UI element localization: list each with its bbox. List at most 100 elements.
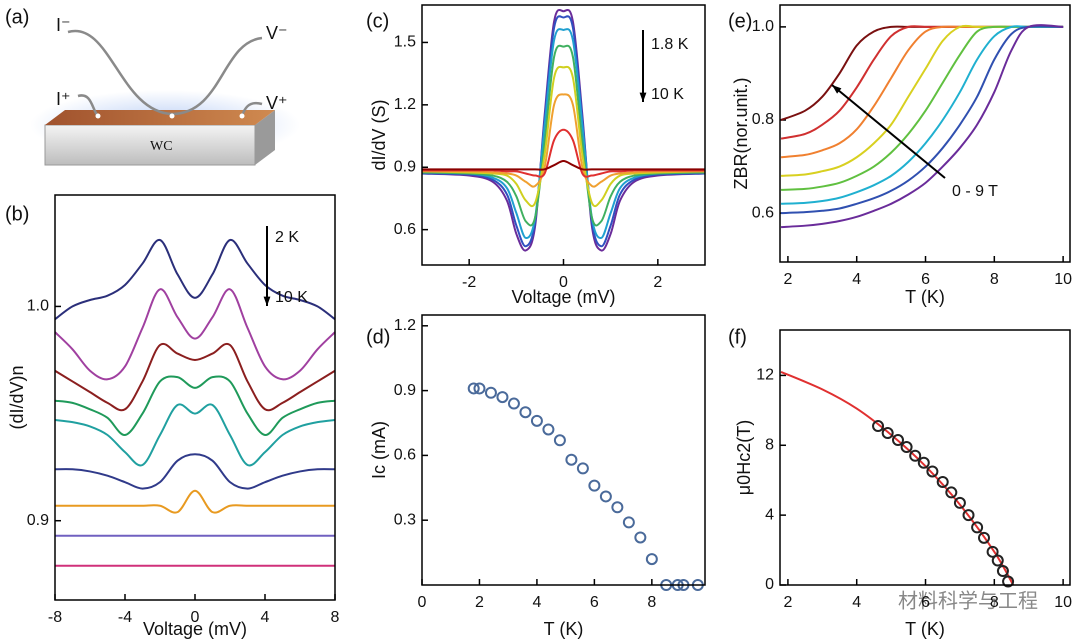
data-line	[54, 375, 336, 436]
x-tick-label: 4	[532, 594, 541, 611]
data-point	[467, 382, 480, 395]
annotation: 10 K	[651, 86, 684, 103]
data-line	[54, 403, 336, 467]
data-line	[421, 15, 706, 248]
y-tick-label: 0.8	[752, 111, 774, 128]
arrow-head	[639, 92, 647, 102]
data-point	[917, 456, 930, 469]
y-tick-label: 1.0	[27, 298, 49, 315]
terminal-label: I⁻	[56, 15, 71, 35]
x-tick-label: 2	[783, 271, 792, 288]
x-tick-label: 8	[331, 609, 340, 626]
data-line	[421, 65, 706, 208]
data-line	[780, 370, 1015, 586]
data-point	[473, 382, 486, 395]
y-tick-label: 1.2	[394, 96, 416, 113]
x-axis-label: T (K)	[905, 619, 945, 639]
arrow	[831, 84, 946, 179]
data-line	[780, 25, 1064, 205]
plot-frame	[779, 329, 1071, 586]
y-axis-label: dI/dV (S)	[369, 99, 389, 170]
contact	[169, 113, 175, 119]
x-tick-label: 2	[475, 594, 484, 611]
x-tick-label: -8	[48, 609, 62, 626]
y-tick-label: 0	[765, 576, 774, 593]
data-line	[55, 489, 335, 514]
y-axis-label: (dI/dV)n	[7, 365, 27, 429]
data-point	[962, 509, 975, 522]
data-point	[645, 553, 658, 566]
x-tick-label: 4	[852, 271, 861, 288]
terminal-label: I⁺	[56, 89, 71, 109]
y-tick-label: 12	[756, 367, 774, 384]
data-point	[971, 521, 984, 534]
data-point	[622, 516, 635, 529]
data-point	[542, 423, 555, 436]
panel-label: (b)	[5, 203, 29, 225]
data-point	[496, 391, 509, 404]
data-point	[881, 427, 894, 440]
data-line	[421, 44, 706, 227]
device-diagram: (a) I⁻ V⁻ I⁺ V⁺ WC	[5, 6, 300, 166]
y-tick-label: 1.0	[752, 18, 774, 35]
y-tick-label: 0.9	[394, 382, 416, 399]
data-point	[926, 465, 939, 478]
plot-frame	[421, 314, 706, 586]
data-line	[780, 24, 1064, 177]
data-line	[780, 25, 1064, 140]
y-tick-label: 1.5	[394, 34, 416, 51]
arrow-head	[263, 296, 271, 306]
sample-side	[255, 110, 275, 165]
panel: (f) 2 4 6 8 10 0 4 8 12 T (K) μ0Hc2(T)	[728, 326, 1072, 638]
panel: (b) -8 -4 0 4 8 0.9 1.0 Voltage (mV) (dI/dV)n 2 K 1…	[5, 194, 340, 639]
data-line	[421, 93, 706, 188]
sample-label: WC	[150, 139, 173, 154]
x-tick-label: 6	[921, 271, 930, 288]
x-tick-label: 6	[921, 594, 930, 611]
sample-top	[45, 110, 275, 125]
data-point	[891, 434, 904, 447]
panel-label: (a)	[5, 6, 29, 28]
x-axis-label: T (K)	[544, 619, 584, 639]
data-point	[996, 565, 1009, 578]
data-point	[953, 496, 966, 509]
annotation: 1.8 K	[651, 36, 689, 53]
x-tick-label: 8	[990, 594, 999, 611]
data-point	[936, 475, 949, 488]
x-tick-label: 8	[647, 594, 656, 611]
x-tick-label: 4	[261, 609, 270, 626]
data-line	[780, 25, 1064, 215]
data-line	[54, 288, 336, 381]
data-point	[530, 414, 543, 427]
data-point	[553, 434, 566, 447]
x-tick-label: 0	[191, 609, 200, 626]
x-tick-label: 0	[418, 594, 427, 611]
data-point	[576, 462, 589, 475]
data-point	[872, 420, 885, 433]
y-axis-label: μ0Hc2(T)	[734, 420, 754, 495]
panel-label: (d)	[366, 326, 390, 348]
x-tick-label: 4	[852, 594, 861, 611]
contact	[95, 113, 101, 119]
terminal-label: V⁻	[266, 23, 288, 43]
data-line	[54, 453, 336, 490]
plot-frame	[421, 4, 706, 266]
x-tick-label: -4	[118, 609, 132, 626]
x-tick-label: 0	[559, 274, 568, 291]
watermark: 材料科学与工程	[898, 589, 1038, 612]
contact	[239, 113, 245, 119]
x-axis-label: Voltage (mV)	[511, 287, 615, 307]
y-axis-label: Ic (mA)	[369, 421, 389, 479]
x-tick-label: 8	[990, 271, 999, 288]
data-line	[421, 28, 706, 240]
data-point	[588, 479, 601, 492]
data-point	[599, 490, 612, 503]
panel-label: (e)	[728, 10, 752, 32]
data-line	[422, 128, 705, 178]
x-axis-label: Voltage (mV)	[143, 619, 247, 639]
data-point	[991, 554, 1004, 567]
data-point	[634, 531, 647, 544]
annotation: 0 - 9 T	[952, 183, 998, 200]
y-tick-label: 4	[765, 506, 774, 523]
panel-label: (c)	[366, 10, 389, 32]
